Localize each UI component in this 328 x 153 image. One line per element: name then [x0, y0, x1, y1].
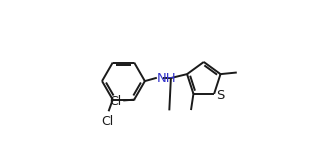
- Text: S: S: [216, 89, 224, 102]
- Text: Cl: Cl: [101, 115, 113, 128]
- Text: Cl: Cl: [109, 95, 121, 108]
- Text: NH: NH: [157, 72, 177, 84]
